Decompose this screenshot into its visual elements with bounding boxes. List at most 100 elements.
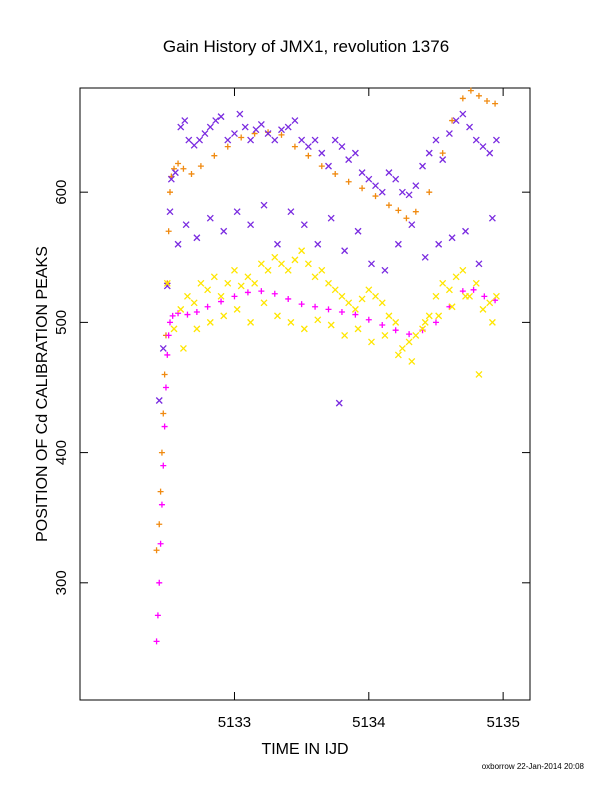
data-point [484, 98, 491, 105]
data-point [224, 136, 232, 144]
data-point [365, 286, 373, 294]
data-point [462, 292, 469, 300]
data-point [153, 547, 160, 554]
data-point [358, 169, 366, 177]
data-point [331, 286, 339, 294]
data-point [257, 260, 265, 268]
data-point [459, 95, 466, 102]
data-point [161, 371, 168, 378]
data-point [165, 228, 172, 235]
data-point [211, 152, 218, 159]
data-point [184, 292, 191, 300]
data-point [260, 299, 268, 307]
data-point [345, 178, 352, 185]
data-point [372, 193, 379, 200]
data-point [327, 214, 335, 222]
data-point [398, 344, 406, 352]
data-point [197, 279, 205, 287]
data-point [372, 292, 379, 300]
y-axis-ticks: 300 400 500 600 [53, 180, 530, 595]
data-point [445, 286, 453, 294]
data-point [155, 397, 163, 404]
data-point [158, 501, 165, 508]
data-point [481, 293, 488, 300]
data-point [365, 316, 372, 323]
data-point [325, 162, 332, 170]
data-point [475, 92, 482, 99]
data-point [218, 298, 225, 305]
data-point [244, 273, 252, 281]
data-point [452, 273, 460, 281]
data-point [236, 110, 244, 118]
data-point [385, 312, 393, 320]
data-point [217, 292, 225, 300]
data-point [341, 331, 349, 339]
x-tick-label: 5133 [218, 714, 251, 731]
data-point [300, 221, 308, 229]
data-point [300, 325, 308, 333]
data-point [392, 327, 399, 334]
data-point [412, 182, 420, 190]
data-point [163, 279, 171, 287]
y-tick-label: 500 [53, 310, 70, 335]
data-point [274, 312, 281, 320]
data-point [156, 579, 163, 586]
data-point [287, 318, 295, 326]
data-point [311, 273, 319, 281]
data-point [264, 266, 272, 274]
data-point [378, 299, 386, 307]
data-point [372, 182, 379, 190]
data-point [224, 143, 231, 150]
data-point [154, 612, 161, 619]
data-point [314, 240, 322, 248]
data-point [449, 117, 456, 124]
data-point [193, 234, 201, 242]
data-point [231, 130, 238, 138]
x-tick-label: 5134 [352, 714, 385, 731]
data-point [368, 260, 375, 268]
x-axis-label: TIME IN IJD [261, 741, 348, 758]
data-point [206, 123, 214, 131]
data-point [188, 170, 195, 177]
data-point [157, 488, 164, 495]
series-1-points [153, 286, 499, 645]
y-tick-label: 400 [53, 440, 70, 465]
data-point [435, 240, 443, 248]
data-point [318, 266, 326, 274]
data-point [475, 371, 483, 378]
data-point [475, 260, 483, 268]
data-point [488, 318, 496, 326]
data-point [419, 162, 426, 170]
data-point [358, 295, 366, 303]
data-point [160, 410, 167, 417]
data-point [274, 240, 281, 248]
data-point [179, 344, 187, 352]
data-point [459, 266, 467, 274]
data-point [421, 318, 429, 326]
data-point [354, 325, 362, 333]
data-point [381, 331, 389, 339]
series-2-points [155, 110, 500, 407]
y-axis-label: POSITION OF Cd CALIBRATION PEAKS [34, 246, 51, 542]
data-point [405, 191, 413, 199]
data-point [224, 279, 232, 287]
data-point [258, 288, 265, 295]
data-point [204, 286, 212, 294]
data-point [271, 136, 279, 144]
data-point [163, 282, 171, 290]
data-point [257, 121, 265, 128]
data-point [338, 143, 346, 151]
data-point [398, 188, 406, 196]
data-point [462, 227, 469, 235]
data-point [247, 318, 255, 326]
data-point [233, 305, 241, 313]
data-point [479, 305, 487, 313]
data-point [312, 303, 319, 310]
data-point [472, 279, 480, 287]
data-point [197, 163, 204, 170]
data-point [419, 325, 426, 333]
data-point [251, 279, 259, 287]
data-point [238, 134, 245, 141]
data-point [231, 266, 238, 274]
data-point [206, 318, 214, 326]
